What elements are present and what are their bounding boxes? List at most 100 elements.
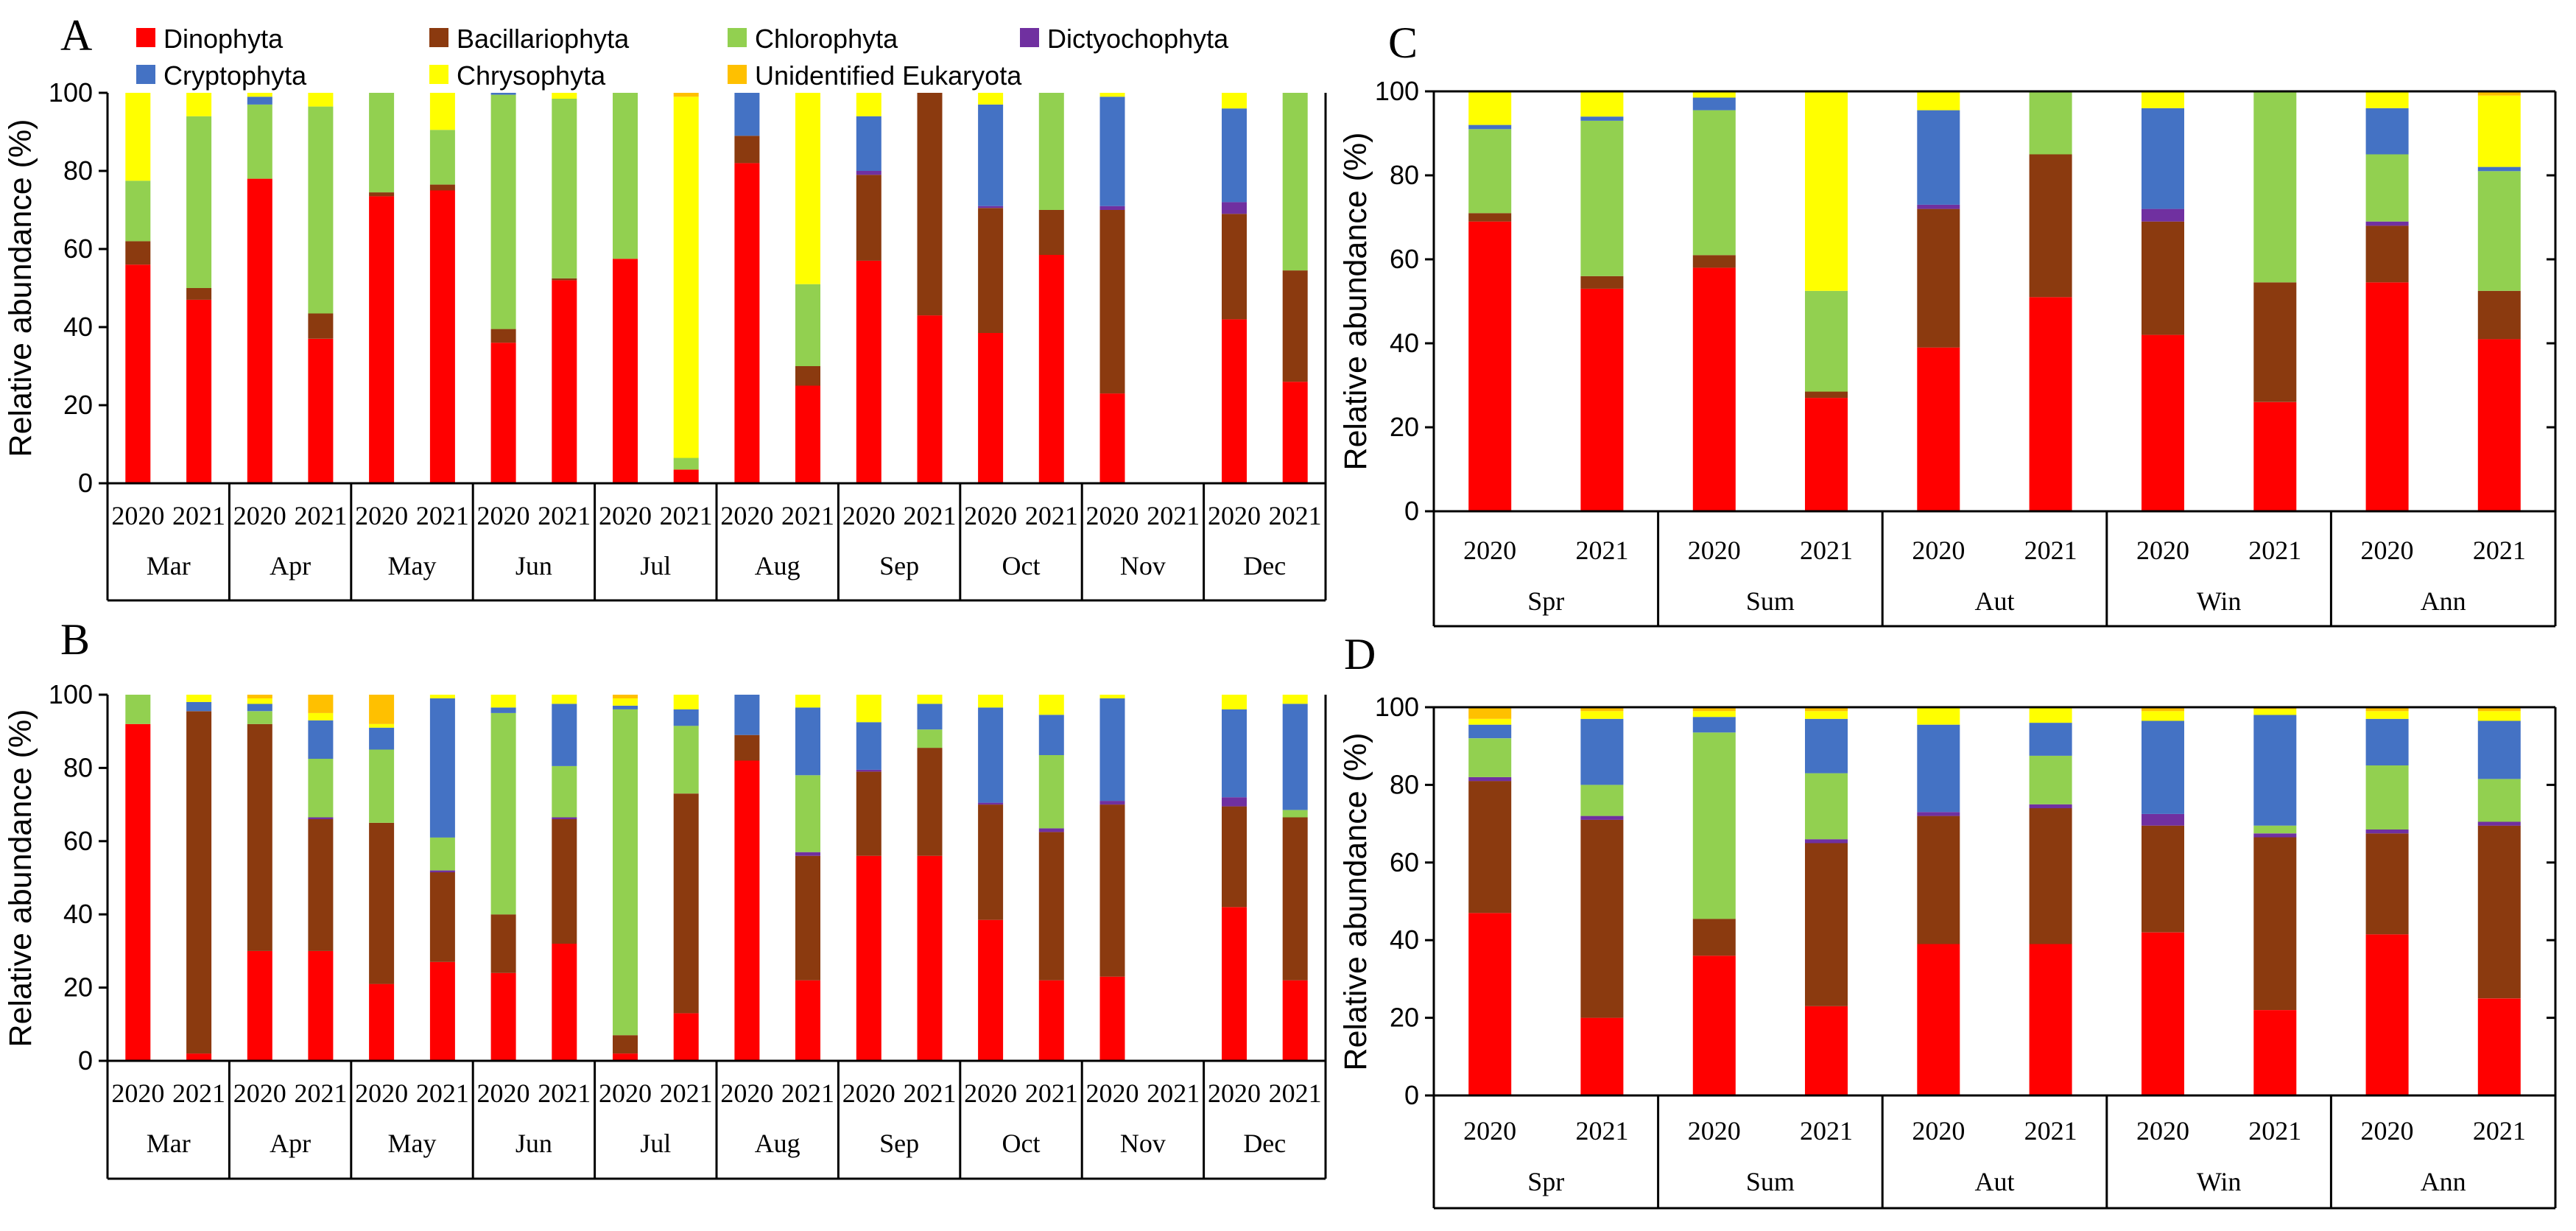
panel-d-bar-ann-2020-dinophyta [2365, 934, 2409, 1095]
panel-a-bar-dec-2020-bacillariophyta [1222, 214, 1247, 320]
panel-b-group-label-jul: Jul [640, 1129, 671, 1158]
panel-a-bar-aug-2021-chrysophyta [795, 93, 820, 284]
panel-b-bar-oct-2021-cryptophyta [1038, 715, 1064, 755]
panel-a-bar-mar-2020-chlorophyta [125, 180, 151, 242]
panel-d-bar-aut-2020-cryptophyta [1917, 724, 1960, 813]
panel-b-group-label-sep: Sep [879, 1129, 919, 1158]
panel-d-bar-spr-2020-bacillariophyta [1468, 781, 1512, 913]
panel-a-bar-sep-2020-chrysophyta [856, 93, 881, 116]
panel-b-ytick-label-100: 100 [49, 679, 93, 709]
panel-b-bar-apr-2021-dictyochophyta [308, 817, 334, 819]
panel-c-bar-spr-2021-bacillariophyta [1580, 276, 1624, 289]
panel-a-bar-sep-2020-dinophyta [856, 260, 881, 483]
panel-a-xcat-dec-2020: 2020 [1208, 501, 1261, 530]
panel-a-bar-may-2020-bacillariophyta [369, 192, 395, 197]
panel-a-bar-oct-2020-bacillariophyta [978, 208, 1004, 333]
panel-a-bar-apr-2020-cryptophyta [247, 97, 272, 105]
panel-a-group-label-mar: Mar [147, 551, 191, 581]
panel-a-bar-apr-2021-bacillariophyta [308, 313, 334, 339]
panel-b-bar-aug-2021-chrysophyta [795, 695, 820, 708]
panel-a-group-label-jun: Jun [515, 551, 552, 581]
panel-a-xcat-nov-2021: 2021 [1147, 501, 1200, 530]
panel-b-bar-sep-2020-dictyochophyta [856, 769, 881, 772]
panel-a-bar-jul-2020-dinophyta [613, 259, 638, 484]
panel-d-ytick-label-0: 0 [1404, 1080, 1419, 1110]
panel-d-bar-aut-2020-dinophyta [1917, 944, 1960, 1095]
panel-c-bar-win-2021-chlorophyta [2253, 91, 2297, 283]
legend-label-unidentified-eukaryota: Unidentified Eukaryota [755, 60, 1022, 91]
panel-a-xcat-oct-2021: 2021 [1025, 501, 1078, 530]
panel-b-bar-oct-2020-dictyochophyta [978, 802, 1004, 805]
panel-a-group-label-dec: Dec [1243, 551, 1286, 581]
panel-a-xcat-nov-2020: 2020 [1086, 501, 1139, 530]
panel-b-bar-apr-2021-dinophyta [308, 950, 334, 1061]
panel-b-bar-sep-2021-dinophyta [917, 855, 943, 1061]
panel-d-bar-win-2020-dictyochophyta [2142, 813, 2184, 826]
panel-b-xcat-oct-2020: 2020 [964, 1079, 1017, 1108]
panel-b-bar-oct-2020-dinophyta [978, 919, 1004, 1061]
panel-a-bar-aug-2020-cryptophyta [734, 93, 760, 136]
panel-d-bar-ann-2020-chrysophyta [2365, 711, 2409, 719]
panel-c-xcat-aut-2021: 2021 [2024, 536, 2077, 565]
panel-b-xcat-sep-2020: 2020 [842, 1079, 895, 1108]
panel-b-bar-apr-2020-dinophyta [247, 950, 272, 1061]
panel-b-bar-nov-2020-chrysophyta [1099, 695, 1125, 698]
panel-c-xcat-sum-2020: 2020 [1688, 536, 1741, 565]
panel-b-bar-jul-2021-chlorophyta [673, 726, 699, 794]
panel-d-ytick-label-40: 40 [1390, 925, 1419, 955]
panel-d-group-label-aut: Aut [1975, 1167, 2015, 1196]
panel-b-bar-apr-2020-cryptophyta [247, 704, 272, 712]
panel-a-bar-may-2021-dinophyta [429, 190, 455, 483]
panel-b-bar-oct-2020-chrysophyta [978, 695, 1004, 708]
panel-a-xcat-sep-2021: 2021 [903, 501, 956, 530]
panel-b-bar-apr-2021-chlorophyta [308, 759, 334, 818]
panel-d-xcat-sum-2021: 2021 [1800, 1116, 1853, 1146]
panel-c-ytick-label-80: 80 [1390, 160, 1419, 190]
panel-a-bar-oct-2020-chrysophyta [978, 93, 1004, 105]
panel-c-xcat-spr-2020: 2020 [1463, 536, 1516, 565]
panel-a-xcat-may-2021: 2021 [416, 501, 469, 530]
panel-a-bar-mar-2020-chrysophyta [125, 93, 151, 181]
panel-a-xcat-mar-2020: 2020 [111, 501, 164, 530]
panel-a-xcat-aug-2021: 2021 [781, 501, 834, 530]
panel-a-bar-aug-2020-dinophyta [734, 163, 760, 483]
panel-d-bar-spr-2020-dinophyta [1468, 913, 1512, 1095]
panel-a-bar-nov-2020-dictyochophyta [1099, 206, 1125, 210]
panel-a-bar-may-2020-chlorophyta [369, 93, 395, 193]
legend-swatch-dictyochophyta [1020, 28, 1039, 47]
panel-a-bar-dec-2021-bacillariophyta [1282, 270, 1308, 382]
panel-d-ytick-label-100: 100 [1375, 692, 1419, 722]
panel-a-bar-jun-2021-bacillariophyta [552, 278, 577, 281]
panel-c-bar-spr-2020-bacillariophyta [1468, 213, 1512, 222]
panel-d-xcat-win-2021: 2021 [2248, 1116, 2301, 1146]
panel-b-bar-aug-2021-chlorophyta [795, 775, 820, 852]
legend-swatch-chlorophyta [728, 28, 747, 47]
panel-a-bar-sep-2020-bacillariophyta [856, 175, 881, 261]
panel-a-xcat-mar-2021: 2021 [172, 501, 225, 530]
legend-label-bacillariophyta: Bacillariophyta [457, 24, 630, 54]
panel-c-bar-aut-2021-bacillariophyta [2029, 154, 2072, 298]
panel-b-bar-oct-2020-bacillariophyta [978, 804, 1004, 920]
panel-d-xcat-ann-2021: 2021 [2473, 1116, 2526, 1146]
panel-d-bar-ann-2021-cryptophyta [2477, 720, 2521, 779]
panel-a-bar-nov-2020-bacillariophyta [1099, 210, 1125, 394]
panel-d-bar-sum-2020-unidentified-eukaryota [1692, 707, 1736, 712]
panel-d-group-label-sum: Sum [1746, 1167, 1795, 1196]
panel-d-ylabel: Relative abundance (%) [1338, 733, 1373, 1071]
panel-d-xcat-spr-2021: 2021 [1575, 1116, 1628, 1146]
panel-letter-a: A [60, 11, 92, 60]
panel-b-bar-apr-2021-cryptophyta [308, 720, 334, 759]
panel-b-xcat-sep-2021: 2021 [903, 1079, 956, 1108]
panel-c-bar-sum-2021-chlorophyta [1805, 290, 1848, 392]
panel-b-xcat-dec-2020: 2020 [1208, 1079, 1261, 1108]
panel-c-bar-ann-2021-bacillariophyta [2477, 290, 2521, 340]
panel-d-xcat-win-2020: 2020 [2136, 1116, 2189, 1146]
panel-letter-c: C [1388, 18, 1418, 67]
panel-a-xcat-oct-2020: 2020 [964, 501, 1017, 530]
panel-b-bar-jul-2020-chlorophyta [613, 709, 638, 1036]
panel-c-bar-win-2020-dictyochophyta [2142, 208, 2184, 222]
panel-a-bar-sep-2021-bacillariophyta [917, 93, 943, 316]
panel-a-bar-dec-2020-chrysophyta [1222, 93, 1247, 109]
